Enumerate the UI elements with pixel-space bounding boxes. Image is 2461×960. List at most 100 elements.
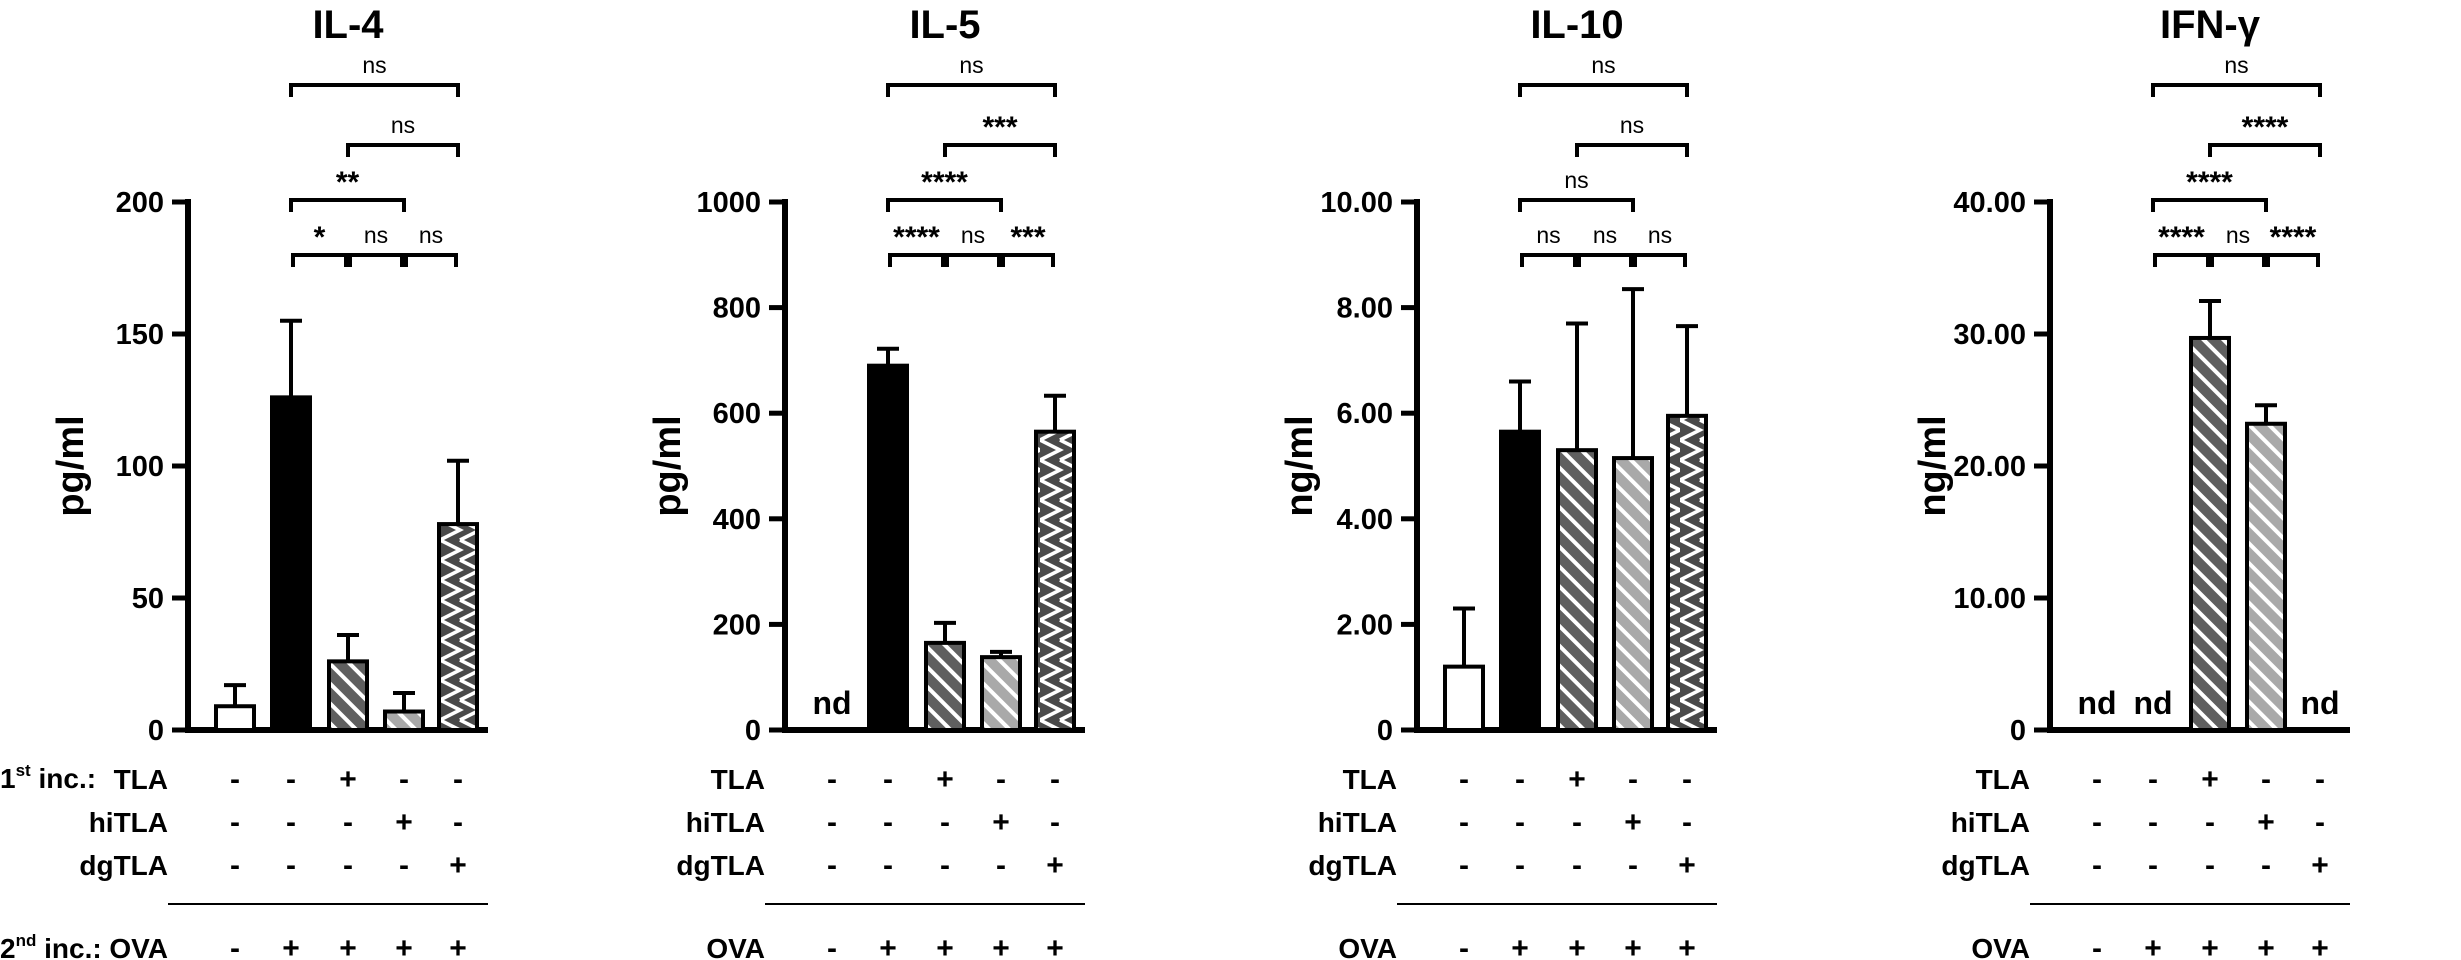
significance-label: ** — [336, 166, 360, 199]
condition-sign: + — [2257, 806, 2275, 839]
significance-label: ns — [1564, 167, 1588, 193]
second-row-sign: + — [936, 932, 954, 960]
bar-OVA — [867, 363, 909, 732]
significance-bracket — [1518, 83, 1689, 97]
significance-bracket — [1518, 198, 1635, 212]
condition-sign: - — [2148, 806, 2158, 839]
y-axis-label: ng/ml — [1912, 415, 1954, 516]
chart-title: IL-4 — [312, 3, 384, 47]
condition-row-label: TLA — [711, 764, 765, 795]
bar-TLA + OVA — [1556, 448, 1598, 732]
second-row-sign: + — [339, 932, 357, 960]
condition-sign: - — [453, 763, 463, 796]
y-tick-label: 20.00 — [1953, 451, 2026, 483]
second-row-label: OVA — [706, 933, 765, 960]
condition-sign: + — [1568, 763, 1586, 796]
condition-sign: - — [399, 763, 409, 796]
nd-label: nd — [2133, 685, 2172, 721]
condition-sign: - — [996, 849, 1006, 882]
condition-sign: + — [449, 849, 467, 882]
condition-sign: - — [2092, 849, 2102, 882]
bar-medium — [214, 704, 256, 732]
y-axis-label: pg/ml — [647, 415, 689, 516]
significance-bracket — [1520, 253, 1577, 267]
condition-row-label: hiTLA — [1318, 807, 1397, 838]
bar-hiTLA + OVA — [980, 655, 1022, 732]
nd-label: nd — [2077, 685, 2116, 721]
significance-bracket — [886, 83, 1057, 97]
bar-medium — [1443, 664, 1485, 733]
condition-sign: - — [1459, 763, 1469, 796]
significance-label: ns — [1591, 52, 1615, 78]
condition-sign: - — [2261, 763, 2271, 796]
condition-sign: - — [2205, 806, 2215, 839]
y-tick-label: 10.00 — [1953, 583, 2026, 615]
significance-bracket — [2210, 253, 2266, 267]
bar-TLA + OVA — [2189, 335, 2231, 732]
y-tick-label: 8.00 — [1337, 293, 1393, 325]
second-row-sign: + — [1511, 932, 1529, 960]
significance-bracket — [291, 253, 348, 267]
condition-sign: + — [936, 763, 954, 796]
significance-bracket — [1633, 253, 1687, 267]
significance-label: ns — [391, 112, 415, 138]
chart-panel-IL-10: IL-10 ng/ml 0 2.00 4.00 6.00 8.00 10.00 ns ns ns ns… — [1279, 3, 1717, 960]
condition-sign: - — [230, 806, 240, 839]
significance-label: ns — [364, 222, 388, 248]
condition-row-label: dgTLA — [79, 850, 168, 881]
condition-sign: - — [2092, 763, 2102, 796]
significance-bracket — [1001, 253, 1055, 267]
second-row-sign: + — [395, 932, 413, 960]
condition-sign: - — [453, 806, 463, 839]
significance-label: *** — [982, 111, 1017, 144]
significance-label: ns — [959, 52, 983, 78]
second-row-sign: - — [827, 932, 837, 960]
condition-sign: - — [1050, 763, 1060, 796]
second-row-sign: + — [1678, 932, 1696, 960]
significance-bracket — [886, 198, 1003, 212]
condition-row-label: TLA — [114, 764, 168, 795]
second-row-sign: + — [2257, 932, 2275, 960]
condition-sign: - — [2315, 806, 2325, 839]
y-tick-label: 2.00 — [1337, 609, 1393, 641]
condition-sign: - — [2261, 849, 2271, 882]
condition-sign: - — [883, 763, 893, 796]
first-incubation-label: 1st inc.: — [0, 761, 96, 794]
condition-sign: - — [230, 849, 240, 882]
bar-OVA — [1499, 429, 1541, 732]
condition-sign: - — [940, 806, 950, 839]
significance-label: ns — [1593, 222, 1617, 248]
significance-bracket — [289, 83, 460, 97]
condition-sign: + — [2201, 763, 2219, 796]
condition-sign: - — [1628, 849, 1638, 882]
significance-label: ns — [362, 52, 386, 78]
condition-sign: - — [1459, 849, 1469, 882]
y-tick-label: 400 — [713, 504, 761, 536]
significance-label: **** — [2270, 221, 2317, 254]
chart-title: IFN-γ — [2160, 3, 2261, 47]
y-axis-label: pg/ml — [50, 415, 92, 516]
significance-bracket — [2151, 198, 2268, 212]
condition-sign: - — [2315, 763, 2325, 796]
condition-sign: + — [339, 763, 357, 796]
y-tick-label: 1000 — [696, 187, 761, 219]
condition-sign: - — [2205, 849, 2215, 882]
y-tick-label: 0 — [1377, 715, 1393, 747]
significance-bracket — [348, 253, 404, 267]
second-row-sign: - — [1459, 932, 1469, 960]
second-row-sign: + — [282, 932, 300, 960]
significance-bracket — [888, 253, 945, 267]
y-tick-label: 0 — [2010, 715, 2026, 747]
condition-sign: - — [1628, 763, 1638, 796]
condition-sign: - — [286, 806, 296, 839]
bar-hiTLA + OVA — [383, 709, 425, 733]
condition-sign: - — [1572, 849, 1582, 882]
condition-sign: + — [1678, 849, 1696, 882]
condition-sign: - — [1572, 806, 1582, 839]
condition-sign: - — [1459, 806, 1469, 839]
significance-label: ns — [1620, 112, 1644, 138]
second-row-sign: + — [2311, 932, 2329, 960]
condition-sign: - — [2148, 849, 2158, 882]
significance-bracket — [2266, 253, 2320, 267]
